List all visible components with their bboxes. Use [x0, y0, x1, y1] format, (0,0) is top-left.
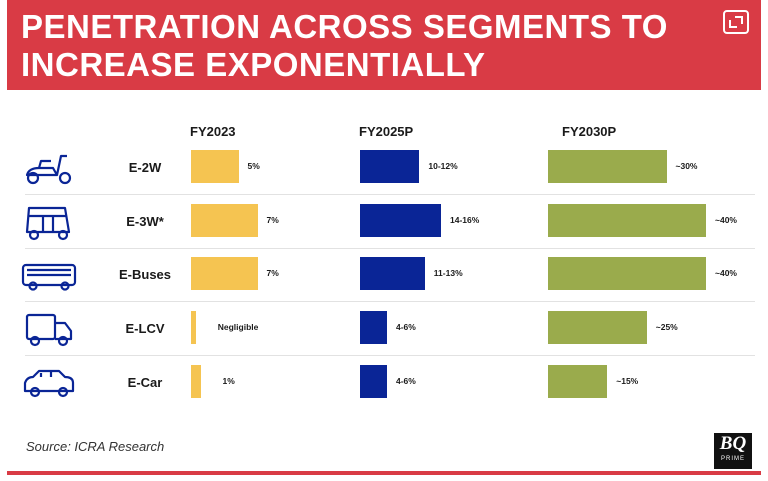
- bar-fy2030p-2: [548, 257, 706, 290]
- data-label: 14-16%: [450, 215, 480, 225]
- bar-fy2023-3: [191, 311, 196, 344]
- bar-fy2025p-3: [360, 311, 387, 344]
- data-label: ~40%: [715, 215, 737, 225]
- bar-fy2023-0: [191, 150, 239, 183]
- chart-area: Source: ICRA Research BQ PRIME FY2023 FY2…: [7, 90, 761, 471]
- source-note: Source: ICRA Research: [26, 439, 165, 454]
- category-label: E-3W*: [126, 214, 164, 229]
- bar-fy2025p-2: [360, 257, 425, 290]
- bar-fy2025p-0: [360, 150, 420, 183]
- chart-row: E-Car 1% 4-6% ~15%: [7, 361, 761, 411]
- logo-sub-text: PRIME: [720, 456, 745, 462]
- truck-icon: [25, 313, 73, 347]
- category-label: E-2W: [128, 160, 162, 175]
- category-label: E-LCV: [125, 321, 165, 336]
- chart-row: E-Buses 7% 11-13% ~40%: [7, 253, 761, 303]
- data-label: ~40%: [715, 268, 737, 278]
- category-label: E-Car: [127, 375, 163, 390]
- series-header-2: FY2030P: [562, 124, 617, 139]
- bus-icon: [21, 263, 77, 291]
- chart-row: E-LCV Negligible 4-6% ~25%: [7, 307, 761, 357]
- row-divider: [25, 248, 755, 249]
- car-icon: [23, 369, 75, 398]
- data-label: ~15%: [616, 376, 639, 386]
- row-divider: [25, 301, 755, 302]
- expand-icon[interactable]: [723, 10, 749, 34]
- data-label: 7%: [266, 215, 279, 225]
- row-divider: [25, 194, 755, 195]
- bar-fy2023-4: [191, 365, 201, 398]
- data-label: 5%: [247, 161, 260, 171]
- bar-fy2025p-4: [360, 365, 387, 398]
- bar-fy2025p-1: [360, 204, 441, 237]
- row-divider: [25, 355, 755, 356]
- data-label: 4-6%: [396, 322, 416, 332]
- data-label: 4-6%: [396, 376, 416, 386]
- data-label: 1%: [222, 376, 235, 386]
- bar-fy2030p-4: [548, 365, 608, 398]
- page-title: PENETRATION ACROSS SEGMENTS TO INCREASE …: [21, 8, 668, 83]
- bar-fy2030p-3: [548, 311, 647, 344]
- bq-prime-logo: BQ PRIME: [714, 433, 752, 469]
- data-label: 7%: [266, 268, 279, 278]
- header-banner: PENETRATION ACROSS SEGMENTS TO INCREASE …: [7, 0, 761, 90]
- chart-row: E-3W* 7% 14-16% ~40%: [7, 200, 761, 250]
- logo-main-text: BQ: [719, 433, 747, 454]
- data-label: 10-12%: [428, 161, 458, 171]
- data-label: ~25%: [655, 322, 678, 332]
- data-label: 11-13%: [433, 268, 463, 278]
- auto-rickshaw-icon: [25, 206, 71, 241]
- series-header-0: FY2023: [190, 124, 236, 139]
- data-label: ~30%: [675, 161, 698, 171]
- data-label: Negligible: [217, 322, 259, 332]
- chart-row: E-2W 5% 10-12% ~30%: [7, 146, 761, 196]
- bar-fy2030p-0: [548, 150, 667, 183]
- bar-fy2030p-1: [548, 204, 706, 237]
- bar-fy2023-1: [191, 204, 258, 237]
- series-header-1: FY2025P: [359, 124, 414, 139]
- scooter-icon: [25, 154, 72, 185]
- category-label: E-Buses: [118, 267, 172, 282]
- bar-fy2023-2: [191, 257, 258, 290]
- bottom-stripe: [7, 471, 761, 475]
